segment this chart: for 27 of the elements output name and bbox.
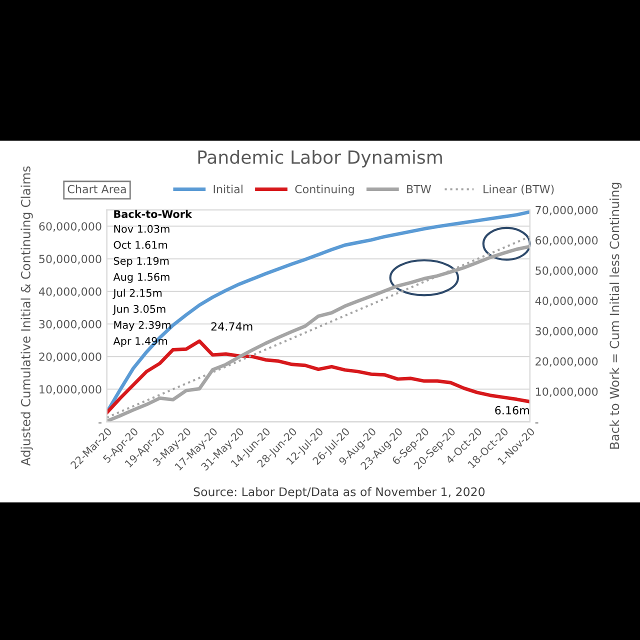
y-tick-label: - [98,422,102,424]
y2-tick-label: 10,000,000 [536,387,598,398]
legend-label: Initial [214,184,242,194]
y2-tick-label: 30,000,000 [536,326,598,336]
text: Chart Area [68,184,126,194]
y2-tick-label: 60,000,000 [536,236,598,246]
y2-tick-label: - [535,422,538,424]
chart-title: Pandemic Labor Dynamism [198,150,442,168]
y-tick-label: 40,000,000 [38,287,102,297]
y-tick-label: 60,000,000 [39,222,102,232]
y2-tick-label: 40,000,000 [535,296,598,306]
legend-label: Linear (BTW) [484,184,554,195]
y2-tick-label: 20,000,000 [536,357,598,367]
legend-label: BTW [407,185,432,194]
y-tick-label: 10,000,000 [40,385,102,395]
y-tick-label: 30,000,000 [39,320,102,330]
source-note: Source: Labor Dept/Data as of November 1, 2020 [194,487,485,499]
y-tick-label: 20,000,000 [39,352,102,362]
y2-tick-label: 70,000,000 [536,206,598,216]
y2-axis-title: Back to Work = Cum Initial less Continuing [610,182,622,449]
annotation: 6.16m [495,406,529,414]
y2-tick-label: 50,000,000 [536,266,598,276]
y-axis-title: Adjusted Cumulative Initial & Continuing Claims [20,166,33,466]
line-series [106,339,530,414]
legend-label: Continuing [295,184,354,196]
annotation: 24.74m [211,322,252,330]
y-tick-label: 50,000,000 [39,254,102,264]
